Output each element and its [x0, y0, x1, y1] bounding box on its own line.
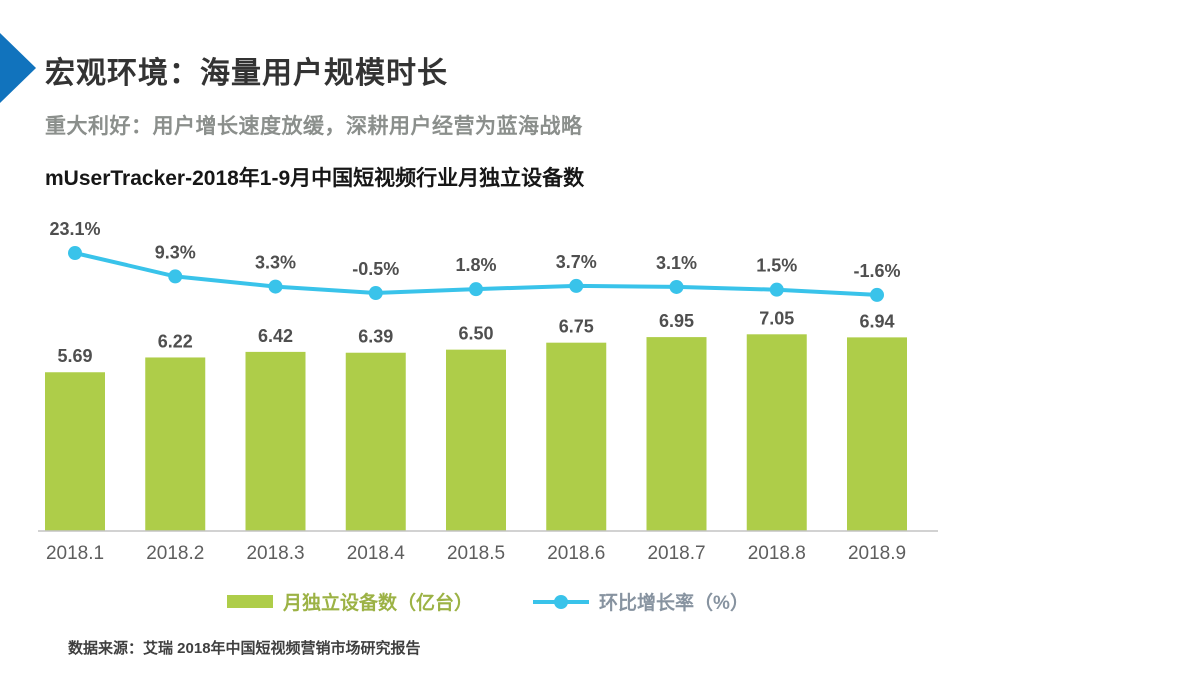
legend-label-bars: 月独立设备数（亿台）	[283, 593, 474, 614]
subtitle: 重大利好：用户增长速度放缓，深耕用户经营为蓝海战略	[45, 115, 583, 138]
growth-rate-label: -1.6%	[853, 261, 900, 281]
x-axis-label: 2018.2	[146, 543, 204, 564]
growth-rate-label: 23.1%	[49, 219, 100, 239]
bar-value-label: 6.22	[158, 331, 193, 351]
x-axis-label: 2018.9	[848, 543, 906, 564]
bar	[446, 349, 506, 531]
bar-value-label: 6.39	[358, 327, 393, 347]
bar-value-label: 6.75	[559, 317, 594, 337]
growth-rate-label: 3.7%	[556, 252, 597, 272]
bar-value-label: 5.69	[57, 346, 92, 366]
bar	[847, 337, 907, 531]
bar-value-label: 6.42	[258, 326, 293, 346]
data-source: 数据来源：艾瑞 2018年中国短视频营销市场研究报告	[68, 640, 421, 657]
growth-rate-label: 3.1%	[656, 253, 697, 273]
chart-title: mUserTracker-2018年1-9月中国短视频行业月独立设备数	[45, 167, 585, 190]
line-point	[168, 269, 183, 284]
combo-chart: 5.69 2018.1 6.22 2018.2 6.42 2018.3 6.39 2018.4…	[38, 219, 938, 564]
bar-value-label: 6.94	[859, 311, 894, 331]
title-arrow-icon	[0, 33, 36, 103]
line-point	[769, 282, 784, 297]
bar	[646, 337, 707, 531]
bar-value-label: 6.50	[458, 324, 493, 344]
chart-legend: 月独立设备数（亿台） 环比增长率（%）	[38, 588, 938, 615]
bar-value-label: 6.95	[659, 311, 694, 331]
x-axis-label: 2018.4	[347, 543, 406, 564]
bar	[345, 352, 406, 531]
x-axis-label: 2018.6	[547, 543, 605, 564]
x-axis-label: 2018.5	[447, 543, 505, 564]
growth-rate-label: 1.5%	[756, 256, 797, 276]
bar	[746, 334, 807, 531]
bar	[546, 342, 607, 531]
bar-value-label: 7.05	[759, 308, 794, 328]
line-point	[268, 279, 283, 294]
x-axis-label: 2018.1	[46, 543, 104, 564]
growth-rate-label: -0.5%	[352, 259, 399, 279]
growth-rate-label: 1.8%	[455, 255, 496, 275]
line-point	[870, 287, 884, 302]
legend-item-line: 环比增长率（%）	[533, 588, 749, 615]
x-axis-label: 2018.3	[246, 543, 304, 564]
x-axis-label: 2018.8	[748, 543, 806, 564]
bar	[245, 351, 306, 531]
legend-item-bars: 月独立设备数（亿台）	[227, 588, 473, 615]
line-swatch-icon	[533, 594, 590, 609]
bar	[145, 357, 206, 531]
line-point	[469, 282, 483, 297]
growth-rate-label: 9.3%	[155, 242, 196, 262]
line-point	[569, 278, 584, 293]
bar	[45, 372, 105, 531]
line-point	[669, 279, 684, 294]
page-title: 宏观环境：海量用户规模时长	[45, 57, 448, 90]
line-point	[368, 286, 383, 301]
x-axis-label: 2018.7	[647, 543, 705, 564]
legend-label-line: 环比增长率（%）	[599, 593, 749, 614]
bar-swatch-icon	[227, 595, 274, 608]
line-point	[68, 246, 82, 261]
growth-rate-label: 3.3%	[255, 253, 296, 273]
line-dot-icon	[554, 594, 569, 609]
